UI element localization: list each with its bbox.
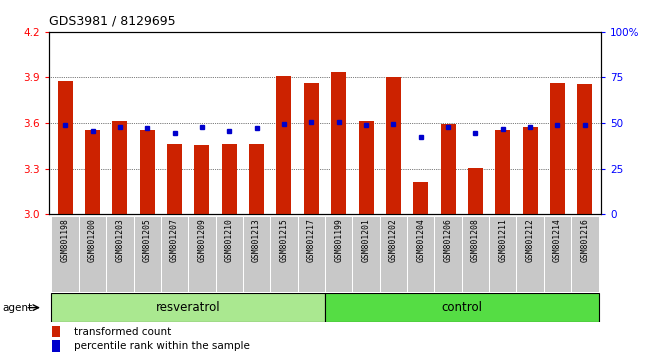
Bar	[85, 130, 100, 214]
Bar	[571, 216, 599, 292]
Bar	[52, 326, 60, 337]
Text: transformed count: transformed count	[73, 327, 171, 337]
Bar	[161, 216, 188, 292]
Text: GSM801213: GSM801213	[252, 218, 261, 262]
Bar	[359, 121, 374, 214]
Text: agent: agent	[2, 303, 32, 313]
Bar	[58, 81, 73, 214]
Bar	[216, 216, 243, 292]
Bar	[243, 216, 270, 292]
Text: GSM801210: GSM801210	[225, 218, 234, 262]
Bar	[249, 144, 264, 214]
Bar	[140, 130, 155, 214]
Bar	[577, 84, 592, 214]
Bar	[434, 216, 462, 292]
Bar	[517, 216, 544, 292]
Text: GSM801205: GSM801205	[143, 218, 151, 262]
Bar	[331, 72, 346, 214]
Bar	[304, 83, 319, 214]
Bar	[441, 124, 456, 214]
Bar	[270, 216, 298, 292]
Bar	[79, 216, 106, 292]
Text: GSM801203: GSM801203	[115, 218, 124, 262]
Text: GSM801209: GSM801209	[198, 218, 207, 262]
Text: GSM801198: GSM801198	[60, 218, 70, 262]
Bar	[106, 216, 133, 292]
Bar	[133, 216, 161, 292]
Text: GSM801204: GSM801204	[416, 218, 425, 262]
Text: GDS3981 / 8129695: GDS3981 / 8129695	[49, 14, 176, 27]
Text: control: control	[441, 301, 482, 314]
Text: GSM801201: GSM801201	[361, 218, 370, 262]
Bar	[550, 83, 565, 214]
Text: GSM801206: GSM801206	[443, 218, 452, 262]
Bar	[112, 121, 127, 214]
Text: GSM801211: GSM801211	[499, 218, 507, 262]
Bar	[51, 293, 325, 322]
Bar	[276, 76, 291, 214]
Bar	[413, 182, 428, 214]
Bar	[386, 77, 401, 214]
Bar	[462, 216, 489, 292]
Bar	[51, 216, 79, 292]
Text: GSM801200: GSM801200	[88, 218, 97, 262]
Bar	[298, 216, 325, 292]
Text: GSM801214: GSM801214	[553, 218, 562, 262]
Text: GSM801212: GSM801212	[526, 218, 535, 262]
Bar	[222, 144, 237, 214]
Text: GSM801216: GSM801216	[580, 218, 590, 262]
Text: percentile rank within the sample: percentile rank within the sample	[73, 341, 250, 351]
Text: resveratrol: resveratrol	[156, 301, 220, 314]
Bar	[325, 216, 352, 292]
Text: GSM801202: GSM801202	[389, 218, 398, 262]
Bar	[544, 216, 571, 292]
Bar	[188, 216, 216, 292]
Bar	[325, 293, 599, 322]
Bar	[495, 130, 510, 214]
Text: GSM801199: GSM801199	[334, 218, 343, 262]
Bar	[489, 216, 517, 292]
Text: GSM801215: GSM801215	[280, 218, 289, 262]
Bar	[167, 144, 182, 214]
Bar	[52, 340, 60, 352]
Text: GSM801217: GSM801217	[307, 218, 316, 262]
Bar	[523, 127, 538, 214]
Bar	[194, 145, 209, 214]
Bar	[468, 168, 483, 214]
Text: GSM801208: GSM801208	[471, 218, 480, 262]
Bar	[407, 216, 434, 292]
Bar	[352, 216, 380, 292]
Text: GSM801207: GSM801207	[170, 218, 179, 262]
Bar	[380, 216, 407, 292]
